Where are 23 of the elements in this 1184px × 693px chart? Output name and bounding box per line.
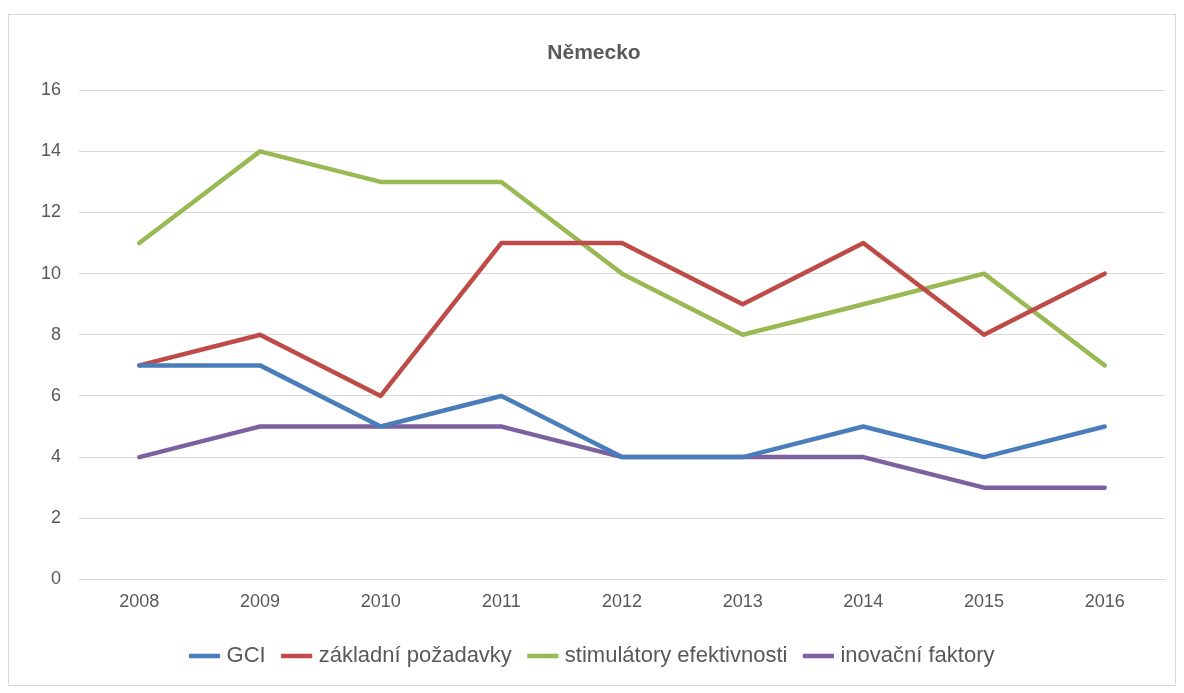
x-tick-label: 2012 [601, 591, 643, 612]
legend-label: inovační faktory [840, 642, 995, 668]
x-tick-label: 2015 [963, 591, 1005, 612]
y-tick-label: 16 [40, 79, 62, 100]
y-tick-label: 8 [51, 323, 62, 344]
y-tick-label: 12 [40, 201, 62, 222]
chart-title: Německo [547, 40, 641, 64]
x-tick-label: 2016 [1084, 591, 1125, 612]
x-tick-label: 2010 [360, 591, 401, 612]
y-tick-label: 2 [51, 507, 62, 528]
x-tick-label: 2008 [119, 591, 160, 612]
y-tick-label: 10 [40, 262, 62, 283]
y-tick-label: 6 [51, 384, 62, 405]
y-tick-label: 0 [51, 568, 62, 589]
x-tick-label: 2009 [239, 591, 281, 612]
y-tick-label: 14 [40, 140, 62, 161]
x-tick-label: 2014 [843, 591, 884, 612]
legend-label: GCI [226, 642, 266, 668]
y-tick-label: 4 [51, 446, 62, 467]
x-tick-label: 2013 [722, 591, 763, 612]
legend-label: stimulátory efektivnosti [564, 642, 788, 668]
x-tick-label: 2011 [481, 591, 521, 612]
legend-label: základní požadavky [318, 642, 512, 668]
